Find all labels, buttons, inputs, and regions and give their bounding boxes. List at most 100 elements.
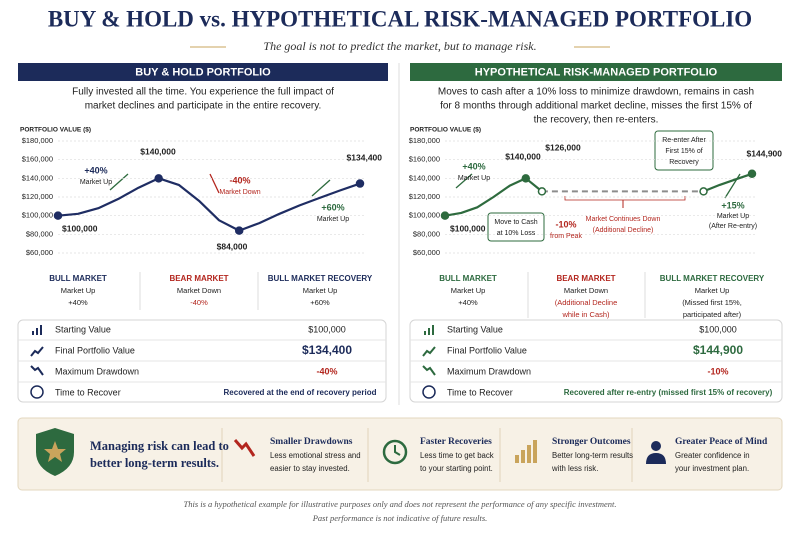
- growth-icon: [515, 440, 537, 463]
- summary-label: Time to Recover: [447, 387, 513, 397]
- phase-title: BEAR MARKET: [169, 274, 228, 283]
- point: [53, 211, 63, 220]
- point: [440, 211, 450, 220]
- value-label: $126,000: [545, 142, 581, 152]
- person-icon: [646, 453, 666, 464]
- icon-part: [40, 325, 42, 335]
- y-tick-label: $180,000: [409, 136, 440, 145]
- y-tick-label: $80,000: [26, 229, 53, 238]
- clock-icon: [382, 439, 408, 465]
- value-label: $100,000: [450, 223, 486, 233]
- benefit-text: Better long-term results: [552, 451, 633, 460]
- summary-label: Maximum Drawdown: [55, 366, 139, 376]
- star-icon: [44, 441, 66, 462]
- benefit-text: Greater confidence in: [675, 451, 750, 460]
- annotation: (Additional Decline): [593, 227, 654, 234]
- page-title: BUY & HOLD vs. HYPOTHETICAL RISK-MANAGED…: [48, 6, 752, 31]
- axis-title: PORTFOLIO VALUE ($): [410, 127, 481, 134]
- point: [699, 187, 708, 196]
- phase-text: Market Down: [564, 286, 608, 295]
- summary-label: Final Portfolio Value: [55, 345, 135, 355]
- annotation: -40%: [229, 175, 250, 185]
- annotation: +40%: [84, 165, 107, 175]
- point: [234, 226, 244, 235]
- annotation: -10%: [555, 219, 576, 229]
- annotation: Market Down: [219, 189, 260, 196]
- description: market declines and participate in the e…: [85, 101, 322, 112]
- value-label: $140,000: [505, 151, 541, 161]
- axis-title: PORTFOLIO VALUE ($): [20, 127, 91, 134]
- point: [537, 187, 547, 196]
- clock-icon: [30, 385, 44, 399]
- y-tick-label: $120,000: [409, 192, 440, 201]
- annotation: from Peak: [550, 233, 582, 240]
- phase-text: Market Up: [303, 286, 338, 295]
- banner-headline: Managing risk can lead to: [90, 439, 229, 453]
- y-tick-label: $100,000: [22, 211, 53, 220]
- y-tick-label: $140,000: [22, 173, 53, 182]
- clock-hands: [394, 445, 401, 456]
- phase-title: BULL MARKET: [49, 274, 107, 283]
- panel-header-bar: [18, 63, 388, 81]
- annotation: First 15% of: [665, 148, 702, 155]
- annotation: (After Re-entry): [709, 223, 757, 230]
- drawdown-icon: [233, 439, 256, 457]
- value-label: $100,000: [62, 223, 98, 233]
- summary-value: Recovered at the end of recovery period: [224, 388, 377, 397]
- description: Fully invested all the time. You experie…: [72, 87, 334, 98]
- phase-title: BEAR MARKET: [556, 274, 615, 283]
- point: [154, 174, 163, 183]
- y-tick-label: $60,000: [26, 248, 53, 257]
- benefit-title: Faster Recoveries: [420, 437, 492, 447]
- value-label: $140,000: [140, 146, 176, 156]
- benefit-text: Less emotional stress and: [270, 451, 361, 460]
- y-tick-label: $80,000: [413, 229, 440, 238]
- annotation: Recovery: [669, 159, 699, 166]
- summary-value: -40%: [316, 366, 337, 376]
- bracket: [564, 196, 686, 201]
- drawdown-icon: [30, 365, 44, 376]
- annotation: +40%: [462, 161, 485, 171]
- phase-text: +40%: [68, 298, 88, 307]
- phase-text: -40%: [190, 298, 208, 307]
- icon-part: [432, 325, 434, 335]
- value-label: $144,900: [747, 148, 783, 158]
- icon-part: [533, 440, 537, 463]
- icon-part: [36, 328, 38, 335]
- phase-text: participated after): [683, 310, 742, 319]
- arrow: [209, 173, 220, 194]
- summary-value: $100,000: [699, 324, 737, 334]
- value-label: $134,400: [347, 152, 383, 162]
- icon-part: [521, 450, 525, 463]
- phase-title: BULL MARKET RECOVERY: [660, 274, 765, 283]
- icon-part: [527, 445, 531, 463]
- annotation: at 10% Loss: [497, 230, 536, 237]
- bar-icon: [424, 325, 434, 335]
- annotation: Move to Cash: [494, 219, 537, 226]
- benefit-title: Greater Peace of Mind: [675, 437, 768, 447]
- summary-label: Maximum Drawdown: [447, 366, 531, 376]
- value-label: $84,000: [217, 241, 248, 251]
- icon-part: [32, 331, 34, 335]
- phase-text: Market Up: [695, 286, 730, 295]
- annotation: Market Up: [317, 216, 349, 223]
- point: [355, 179, 365, 188]
- summary-value: $134,400: [302, 343, 352, 357]
- panel-heading: BUY & HOLD PORTFOLIO: [135, 66, 271, 78]
- phase-text: (Additional Decline: [555, 298, 618, 307]
- benefit-text: easier to stay invested.: [270, 464, 350, 473]
- y-tick-label: $60,000: [413, 248, 440, 257]
- annotation: Market Up: [717, 213, 749, 220]
- summary-label: Starting Value: [447, 324, 503, 334]
- phase-text: Market Up: [61, 286, 96, 295]
- icon-part: [515, 455, 519, 463]
- point: [747, 169, 757, 179]
- description: the recovery, then re-enters.: [534, 115, 659, 126]
- summary-label: Final Portfolio Value: [447, 345, 527, 355]
- annotation: +60%: [321, 202, 344, 212]
- arrow: [311, 179, 331, 197]
- annotation: Re-enter After: [662, 137, 706, 144]
- phase-title: BULL MARKET: [439, 274, 497, 283]
- trend-icon: [422, 346, 436, 357]
- description: for 8 months through additional market d…: [440, 101, 752, 112]
